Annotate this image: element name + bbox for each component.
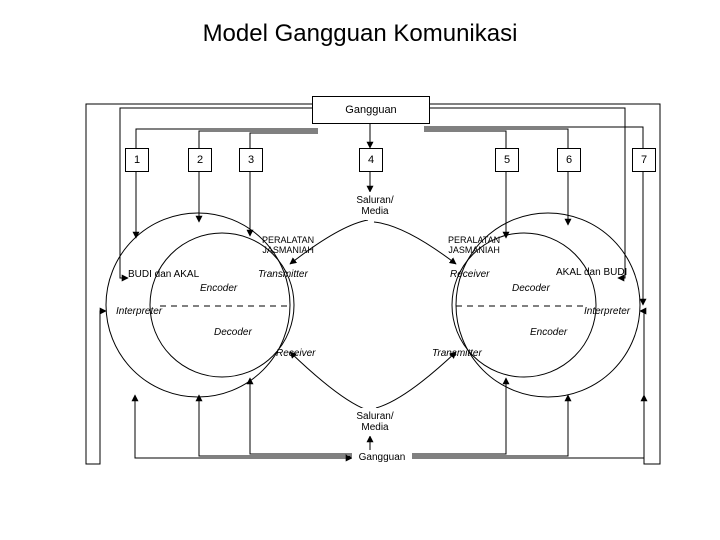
box-n1: 1 xyxy=(125,148,149,172)
label-l_interpreter: Interpreter xyxy=(116,306,162,317)
label-r_akal: AKAL dan BUDI xyxy=(556,267,627,278)
box-gangguan_bottom: Gangguan xyxy=(352,450,412,464)
label-r_encoder: Encoder xyxy=(530,327,567,338)
diagram-title: Model Gangguan Komunikasi xyxy=(0,20,720,48)
box-n4: 4 xyxy=(359,148,383,172)
box-n5: 5 xyxy=(495,148,519,172)
label-l_budi: BUDI dan AKAL xyxy=(128,269,199,280)
box-gangguan_top: Gangguan xyxy=(312,96,430,124)
box-saluran_top: Saluran/ Media xyxy=(345,192,405,220)
box-n2: 2 xyxy=(188,148,212,172)
diagram-canvas: Model Gangguan Komunikasi Gangguan 1 2 3 4 5 6… xyxy=(0,0,720,540)
label-r_peralatan: PERALATAN JASMANIAH xyxy=(448,236,500,256)
box-n3: 3 xyxy=(239,148,263,172)
label-r_transmitter: Transmitter xyxy=(432,348,482,359)
box-n7: 7 xyxy=(632,148,656,172)
label-r_receiver: Receiver xyxy=(450,269,489,280)
label-r_interpreter: Interpreter xyxy=(584,306,630,317)
box-n6: 6 xyxy=(557,148,581,172)
label-l_decoder: Decoder xyxy=(214,327,252,338)
label-l_receiver: Receiver xyxy=(276,348,315,359)
box-saluran_bottom: Saluran/ Media xyxy=(345,408,405,436)
label-r_decoder: Decoder xyxy=(512,283,550,294)
label-l_transmitter: Transmitter xyxy=(258,269,308,280)
label-l_encoder: Encoder xyxy=(200,283,237,294)
label-l_peralatan: PERALATAN JASMANIAH xyxy=(262,236,314,256)
